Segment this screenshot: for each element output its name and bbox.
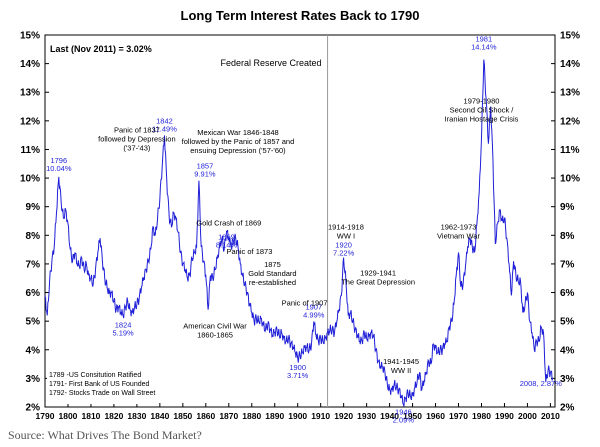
y-tick-label-left: 5% [26,317,41,328]
data-label-1796: 1796 10.04% [46,156,72,173]
y-tick-label-left: 3% [26,374,41,385]
data-label-1920: 1920 7.22% [333,241,355,258]
rate-series-line [44,59,554,407]
x-tick-label: 1870 [219,411,238,421]
y-tick-label-right: 13% [560,88,580,99]
data-label-1824: 1824 5.19% [112,321,134,338]
annotation-5: Panic of 1907 [282,298,328,307]
annotation-6: American Civil War 1860-1865 [183,321,247,339]
annotation-10: 1962-1973 Vietnam War [437,223,480,241]
annotation-4: 1875 Gold Standard re-established [248,260,296,287]
annotation-2: Gold Crash of 1869 [196,218,261,227]
x-tick-label: 2010 [541,411,560,421]
annotation-8: 1929-1941 The Great Depression [341,268,415,286]
x-tick-label: 1850 [173,411,192,421]
y-tick-label-left: 9% [26,202,41,213]
x-tick-label: 1910 [311,411,330,421]
x-tick-label: 1900 [288,411,307,421]
y-tick-label-left: 14% [20,59,40,70]
y-tick-label-right: 6% [560,288,575,299]
x-tick-label: 1930 [357,411,376,421]
y-tick-label-right: 14% [560,59,580,70]
x-tick-label: 1790 [36,411,55,421]
x-tick-label: 1840 [150,411,169,421]
data-label-1946: 1946 2.09% [393,407,415,424]
annotation-9: 1941-1945 WW II [383,357,419,375]
x-tick-label: 2000 [518,411,537,421]
y-tick-label-left: 4% [26,345,41,356]
notes-box [47,371,159,404]
y-tick-label-right: 10% [560,174,580,185]
y-tick-label-left: 10% [20,174,40,185]
y-tick-label-right: 4% [560,345,575,356]
y-tick-label-right: 3% [560,374,575,385]
annotation-7: 1914-1918 WW I [328,223,364,241]
y-tick-label-right: 15% [560,31,580,42]
y-tick-label-right: 11% [560,145,580,156]
y-tick-label-left: 12% [20,116,40,127]
data-label-1900: 1900 3.71% [287,363,309,380]
plot-frame [44,34,556,408]
y-tick-label-left: 13% [20,88,40,99]
y-tick-label-right: 2% [560,403,575,414]
x-tick-label: 1940 [380,411,399,421]
y-tick-label-left: 2% [26,403,41,414]
annotation-11: 1979-1980 Second Oil Shock / Iranian Hosta… [445,97,519,124]
y-tick-label-right: 9% [560,202,575,213]
x-tick-label: 1860 [196,411,215,421]
x-tick-label: 1880 [242,411,261,421]
annotation-1: Mexican War 1846-1848 followed by the Pan… [182,128,295,155]
x-tick-label: 1920 [334,411,353,421]
y-tick-label-left: 7% [26,259,41,270]
y-tick-label-left: 15% [20,31,40,42]
annotation-0: Panic of 1837 followed by Depression ('37-… [98,125,176,152]
x-tick-label: 1820 [104,411,123,421]
data-label-1857: 1857 9.91% [194,162,216,179]
last-value-label: Last (Nov 2011) = 3.02% [50,44,152,54]
y-tick-label-right: 5% [560,317,575,328]
x-tick-label: 1890 [265,411,284,421]
x-tick-label: 1800 [59,411,78,421]
x-tick-label: 1960 [426,411,445,421]
x-tick-label: 1830 [127,411,146,421]
chart-title: Long Term Interest Rates Back to 1790 [181,8,420,23]
y-tick-label-left: 11% [21,145,41,156]
x-tick-label: 1990 [495,411,514,421]
data-label-1907: 1907 4.99% [303,302,325,319]
annotation-3: Panic of 1873 [227,247,273,256]
data-label-1869: 1869 8.14% [216,232,238,249]
y-tick-label-right: 12% [560,116,580,127]
data-label-1981: 1981 14.14% [471,35,497,52]
y-tick-label-right: 8% [560,231,575,242]
x-tick-label: 1980 [472,411,491,421]
data-label-2008: 2008, 2.87% [520,379,562,388]
x-tick-label: 1970 [449,411,468,421]
data-label-1842: 1842 11.49% [152,116,177,133]
history-notes: 1789 -US Consitution Ratified 1791- First… [49,372,155,397]
fed-reserve-label: Federal Reserve Created [221,58,322,68]
source-caption: Source: What Drives The Bond Market? [8,428,202,442]
y-tick-label-right: 7% [560,259,575,270]
x-tick-label: 1950 [403,411,422,421]
y-tick-label-left: 8% [26,231,41,242]
y-tick-label-left: 6% [26,288,41,299]
x-tick-label: 1810 [81,411,100,421]
